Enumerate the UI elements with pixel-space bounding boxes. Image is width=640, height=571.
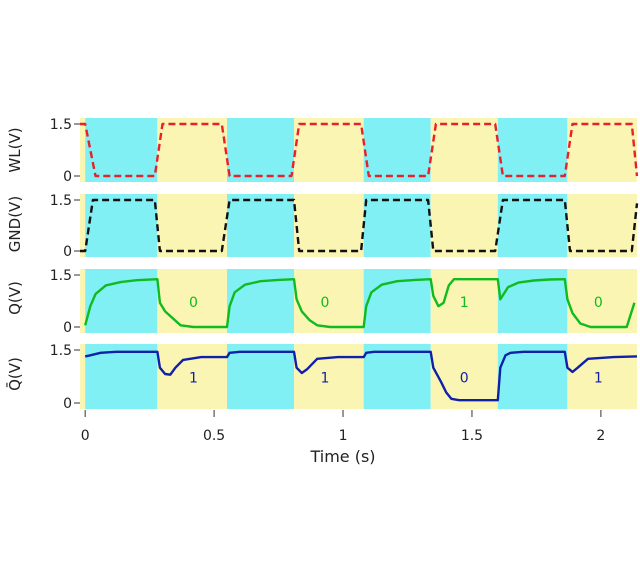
- background-band-yellow: [80, 118, 86, 182]
- series-line: [84, 350, 638, 402]
- background-band-cyan: [226, 194, 295, 257]
- background-band-cyan: [497, 194, 568, 257]
- y-tick-label: 0: [63, 244, 72, 260]
- background-band-cyan: [85, 194, 158, 257]
- background-band-cyan: [497, 344, 568, 409]
- background-band-cyan: [226, 344, 295, 409]
- bit-label: 1: [321, 371, 330, 387]
- y-tick-label: 1.5: [50, 268, 72, 284]
- y-tick-label: 1.5: [50, 193, 72, 209]
- background-band-yellow: [80, 269, 86, 333]
- bit-label: 0: [460, 371, 469, 387]
- background-band-yellow: [567, 344, 637, 409]
- background-band-cyan: [363, 194, 431, 257]
- y-tick-label: 1.5: [50, 117, 72, 133]
- background-band-yellow: [567, 118, 637, 182]
- background-band-cyan: [497, 118, 568, 182]
- bit-label: 1: [189, 371, 198, 387]
- y-axis-label: Q̄(V): [5, 357, 24, 391]
- y-tick-label: 0: [63, 396, 72, 412]
- background-band-yellow: [80, 194, 86, 257]
- background-band-yellow: [294, 269, 364, 333]
- background-band-yellow: [157, 269, 227, 333]
- background-band-yellow: [567, 194, 637, 257]
- bit-label: 1: [460, 295, 469, 311]
- background-band-yellow: [294, 194, 364, 257]
- background-band-cyan: [363, 344, 431, 409]
- bit-label: 1: [594, 371, 603, 387]
- y-tick-label: 1.5: [50, 343, 72, 359]
- background-band-yellow: [294, 344, 364, 409]
- background-band-cyan: [226, 118, 295, 182]
- background-band-yellow: [430, 344, 498, 409]
- y-axis-label: GND(V): [6, 196, 24, 252]
- background-band-yellow: [430, 118, 498, 182]
- bit-label: 0: [321, 295, 330, 311]
- background-band-yellow: [157, 194, 227, 257]
- series-line: [84, 278, 636, 329]
- x-tick-label: 0.5: [203, 428, 225, 444]
- background-band-yellow: [157, 344, 227, 409]
- background-band-yellow: [294, 118, 364, 182]
- y-tick-label: 0: [63, 320, 72, 336]
- x-tick-label: 1.5: [461, 428, 483, 444]
- x-axis-label: Time (s): [309, 447, 375, 466]
- background-band-cyan: [363, 118, 431, 182]
- y-axis-label: Q(V): [6, 281, 24, 315]
- x-tick-label: 0: [81, 428, 90, 444]
- y-axis-label: WL(V): [6, 127, 24, 172]
- y-tick-label: 0: [63, 169, 72, 185]
- background-band-yellow: [157, 118, 227, 182]
- background-band-yellow: [430, 194, 498, 257]
- bit-label: 0: [594, 295, 603, 311]
- background-band-yellow: [80, 344, 86, 409]
- series-line: [80, 122, 639, 178]
- x-tick-label: 1: [339, 428, 348, 444]
- bit-label: 0: [189, 295, 198, 311]
- x-tick-label: 2: [596, 428, 605, 444]
- background-band-cyan: [85, 118, 158, 182]
